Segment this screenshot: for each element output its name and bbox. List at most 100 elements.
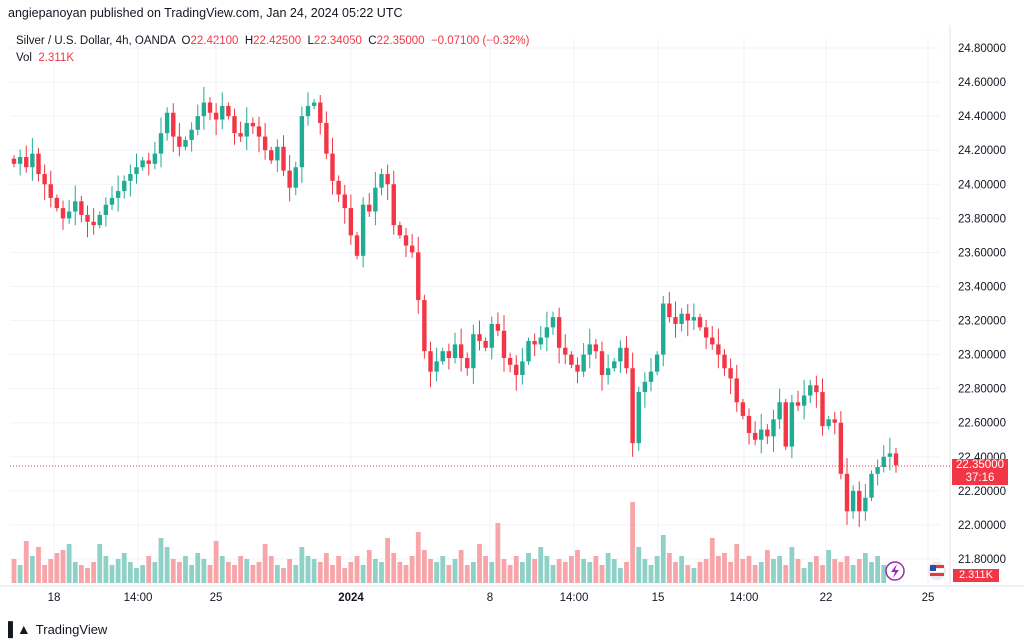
open-value: 22.42100 xyxy=(190,35,239,47)
volume-bar xyxy=(225,562,231,583)
volume-bar xyxy=(550,565,556,583)
candle-body xyxy=(826,419,831,427)
volume-bar xyxy=(54,553,60,583)
symbol-name[interactable]: Silver / U.S. Dollar, 4h, OANDA xyxy=(16,35,176,47)
candle-body xyxy=(232,116,237,134)
volume-bar xyxy=(740,559,746,583)
volume-label: Vol xyxy=(16,52,32,64)
candle-body xyxy=(336,180,341,195)
candle-body xyxy=(128,174,133,181)
candle-body xyxy=(556,317,562,348)
candle-body xyxy=(434,361,439,372)
candle-body xyxy=(593,344,599,352)
volume-bar xyxy=(495,523,501,583)
volume-bar xyxy=(624,562,629,583)
candle-body xyxy=(79,201,84,215)
candle-body xyxy=(612,361,617,369)
candle-body xyxy=(501,330,507,359)
candle-body xyxy=(287,170,292,188)
grid-lines xyxy=(10,38,940,585)
volume-bar xyxy=(342,568,348,583)
publisher-line: angiepanoyan published on TradingView.co… xyxy=(8,6,403,20)
time-tick-label: 22 xyxy=(820,592,833,604)
candle-body xyxy=(146,160,151,164)
volume-bar xyxy=(299,547,305,583)
candle-body xyxy=(428,351,433,372)
brand-name: TradingView xyxy=(35,621,108,637)
time-tick-label: 25 xyxy=(210,592,223,604)
price-tick-label: 22.20000 xyxy=(958,486,1006,498)
candle-body xyxy=(360,204,366,256)
volume-bar xyxy=(452,559,458,583)
volume-bar xyxy=(274,565,280,583)
volume-bar xyxy=(519,562,525,583)
volume-bar xyxy=(771,559,776,583)
replay-icon[interactable] xyxy=(885,561,905,581)
candle-body xyxy=(814,385,819,393)
volume-bar xyxy=(293,565,299,583)
candle-body xyxy=(716,344,721,355)
volume-bar xyxy=(311,559,317,583)
time-tick-label: 2024 xyxy=(338,592,364,604)
volume-bar xyxy=(183,556,188,583)
footer-brand[interactable]: ▌▲ TradingView xyxy=(8,621,107,637)
candle-body xyxy=(832,419,837,423)
volume-bar xyxy=(526,553,531,583)
candle-body xyxy=(244,122,249,137)
low-label: L xyxy=(307,35,314,47)
volume-bar xyxy=(360,565,366,583)
candle-body xyxy=(305,105,311,117)
volume-bar xyxy=(593,556,599,583)
candle-body xyxy=(311,102,317,106)
volume-bar xyxy=(752,565,758,583)
candle-body xyxy=(109,197,115,205)
candle-countdown: 37:16 xyxy=(965,472,995,484)
close-value: 22.35000 xyxy=(376,35,425,47)
volume-bar xyxy=(617,568,623,583)
volume-bar xyxy=(844,556,850,583)
volume-bar xyxy=(722,553,727,583)
candle-body xyxy=(207,102,213,113)
candle-body xyxy=(171,112,176,137)
volume-bar xyxy=(232,565,237,583)
candle-body xyxy=(538,337,543,345)
volume-bar xyxy=(575,550,580,583)
volume-bar xyxy=(23,541,29,583)
volume-bar xyxy=(330,565,335,583)
candle-body xyxy=(710,337,715,345)
candle-body xyxy=(293,167,298,188)
flag-icon[interactable] xyxy=(928,562,946,580)
volume-bar xyxy=(807,562,813,583)
candle-body xyxy=(416,252,421,301)
candle-body xyxy=(685,313,690,321)
volume-bar xyxy=(826,550,832,583)
candle-body xyxy=(679,313,684,324)
price-tick-label: 23.00000 xyxy=(958,350,1006,362)
price-chart[interactable]: 24.80000 24.60000 24.40000 24.20000 24.00000… xyxy=(0,0,1024,610)
volume-bar xyxy=(409,556,415,583)
candle-body xyxy=(740,402,746,416)
candle-body xyxy=(73,201,78,212)
candle-body xyxy=(256,126,262,137)
volume-bar xyxy=(256,562,262,583)
candle-body xyxy=(857,490,862,512)
candle-body xyxy=(587,344,592,355)
candle-body xyxy=(158,133,164,154)
candle-body xyxy=(771,419,776,437)
candle-body xyxy=(250,122,256,127)
candle-body xyxy=(385,174,390,185)
price-tick-label: 24.40000 xyxy=(958,111,1006,123)
volume-bar xyxy=(97,544,103,583)
candle-body xyxy=(495,323,501,331)
volume-bar xyxy=(262,544,268,583)
volume-bar xyxy=(146,556,152,583)
volume-bar xyxy=(458,550,464,583)
candle-body xyxy=(134,167,139,175)
volume-bar xyxy=(428,559,433,583)
volume-bar xyxy=(121,553,127,583)
high-value: 22.42500 xyxy=(253,35,302,47)
candle-body xyxy=(269,150,274,161)
volume-bar xyxy=(42,565,48,583)
candle-body xyxy=(195,116,200,130)
candle-body xyxy=(275,146,280,161)
